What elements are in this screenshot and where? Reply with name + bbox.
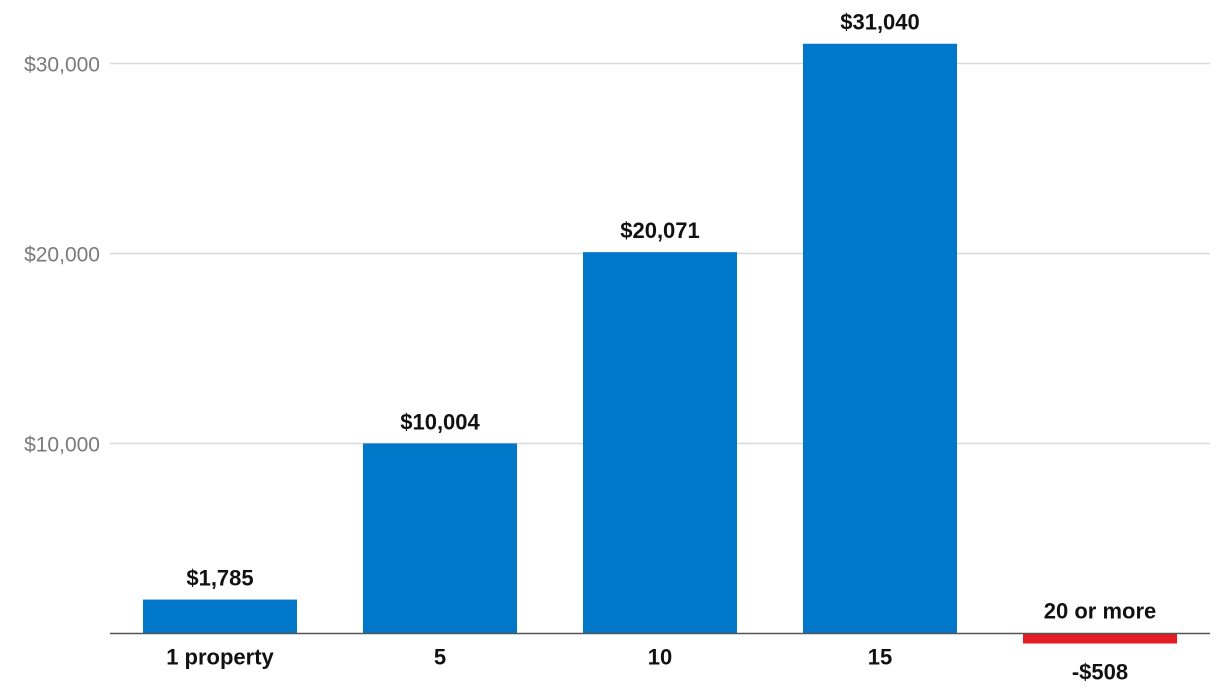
bar: [143, 599, 297, 634]
x-tick-label: 20 or more: [1044, 599, 1157, 624]
x-tick-label: 10: [648, 645, 672, 670]
y-tick-label: $20,000: [24, 244, 100, 267]
x-axis-tick-labels: 1 property 5 10 15 20 or more: [166, 599, 1156, 670]
data-label: $31,040: [840, 10, 920, 35]
data-label: -$508: [1072, 660, 1128, 685]
y-tick-label: $10,000: [24, 434, 100, 457]
x-tick-label: 5: [434, 645, 446, 670]
x-tick-label: 15: [868, 645, 892, 670]
bar: [1023, 633, 1177, 644]
bar: [803, 43, 957, 634]
x-tick-label: 1 property: [166, 645, 274, 670]
data-labels: $1,785 $10,004 $20,071 $31,040 -$508: [186, 10, 1128, 685]
y-tick-label: $30,000: [24, 54, 100, 77]
bar: [583, 252, 737, 634]
bars: [143, 43, 1177, 644]
data-label: $1,785: [186, 566, 253, 591]
bar: [363, 443, 517, 634]
y-axis-tick-labels: $10,000 $20,000 $30,000: [24, 54, 100, 457]
data-label: $10,004: [400, 409, 480, 434]
data-label: $20,071: [620, 218, 700, 243]
